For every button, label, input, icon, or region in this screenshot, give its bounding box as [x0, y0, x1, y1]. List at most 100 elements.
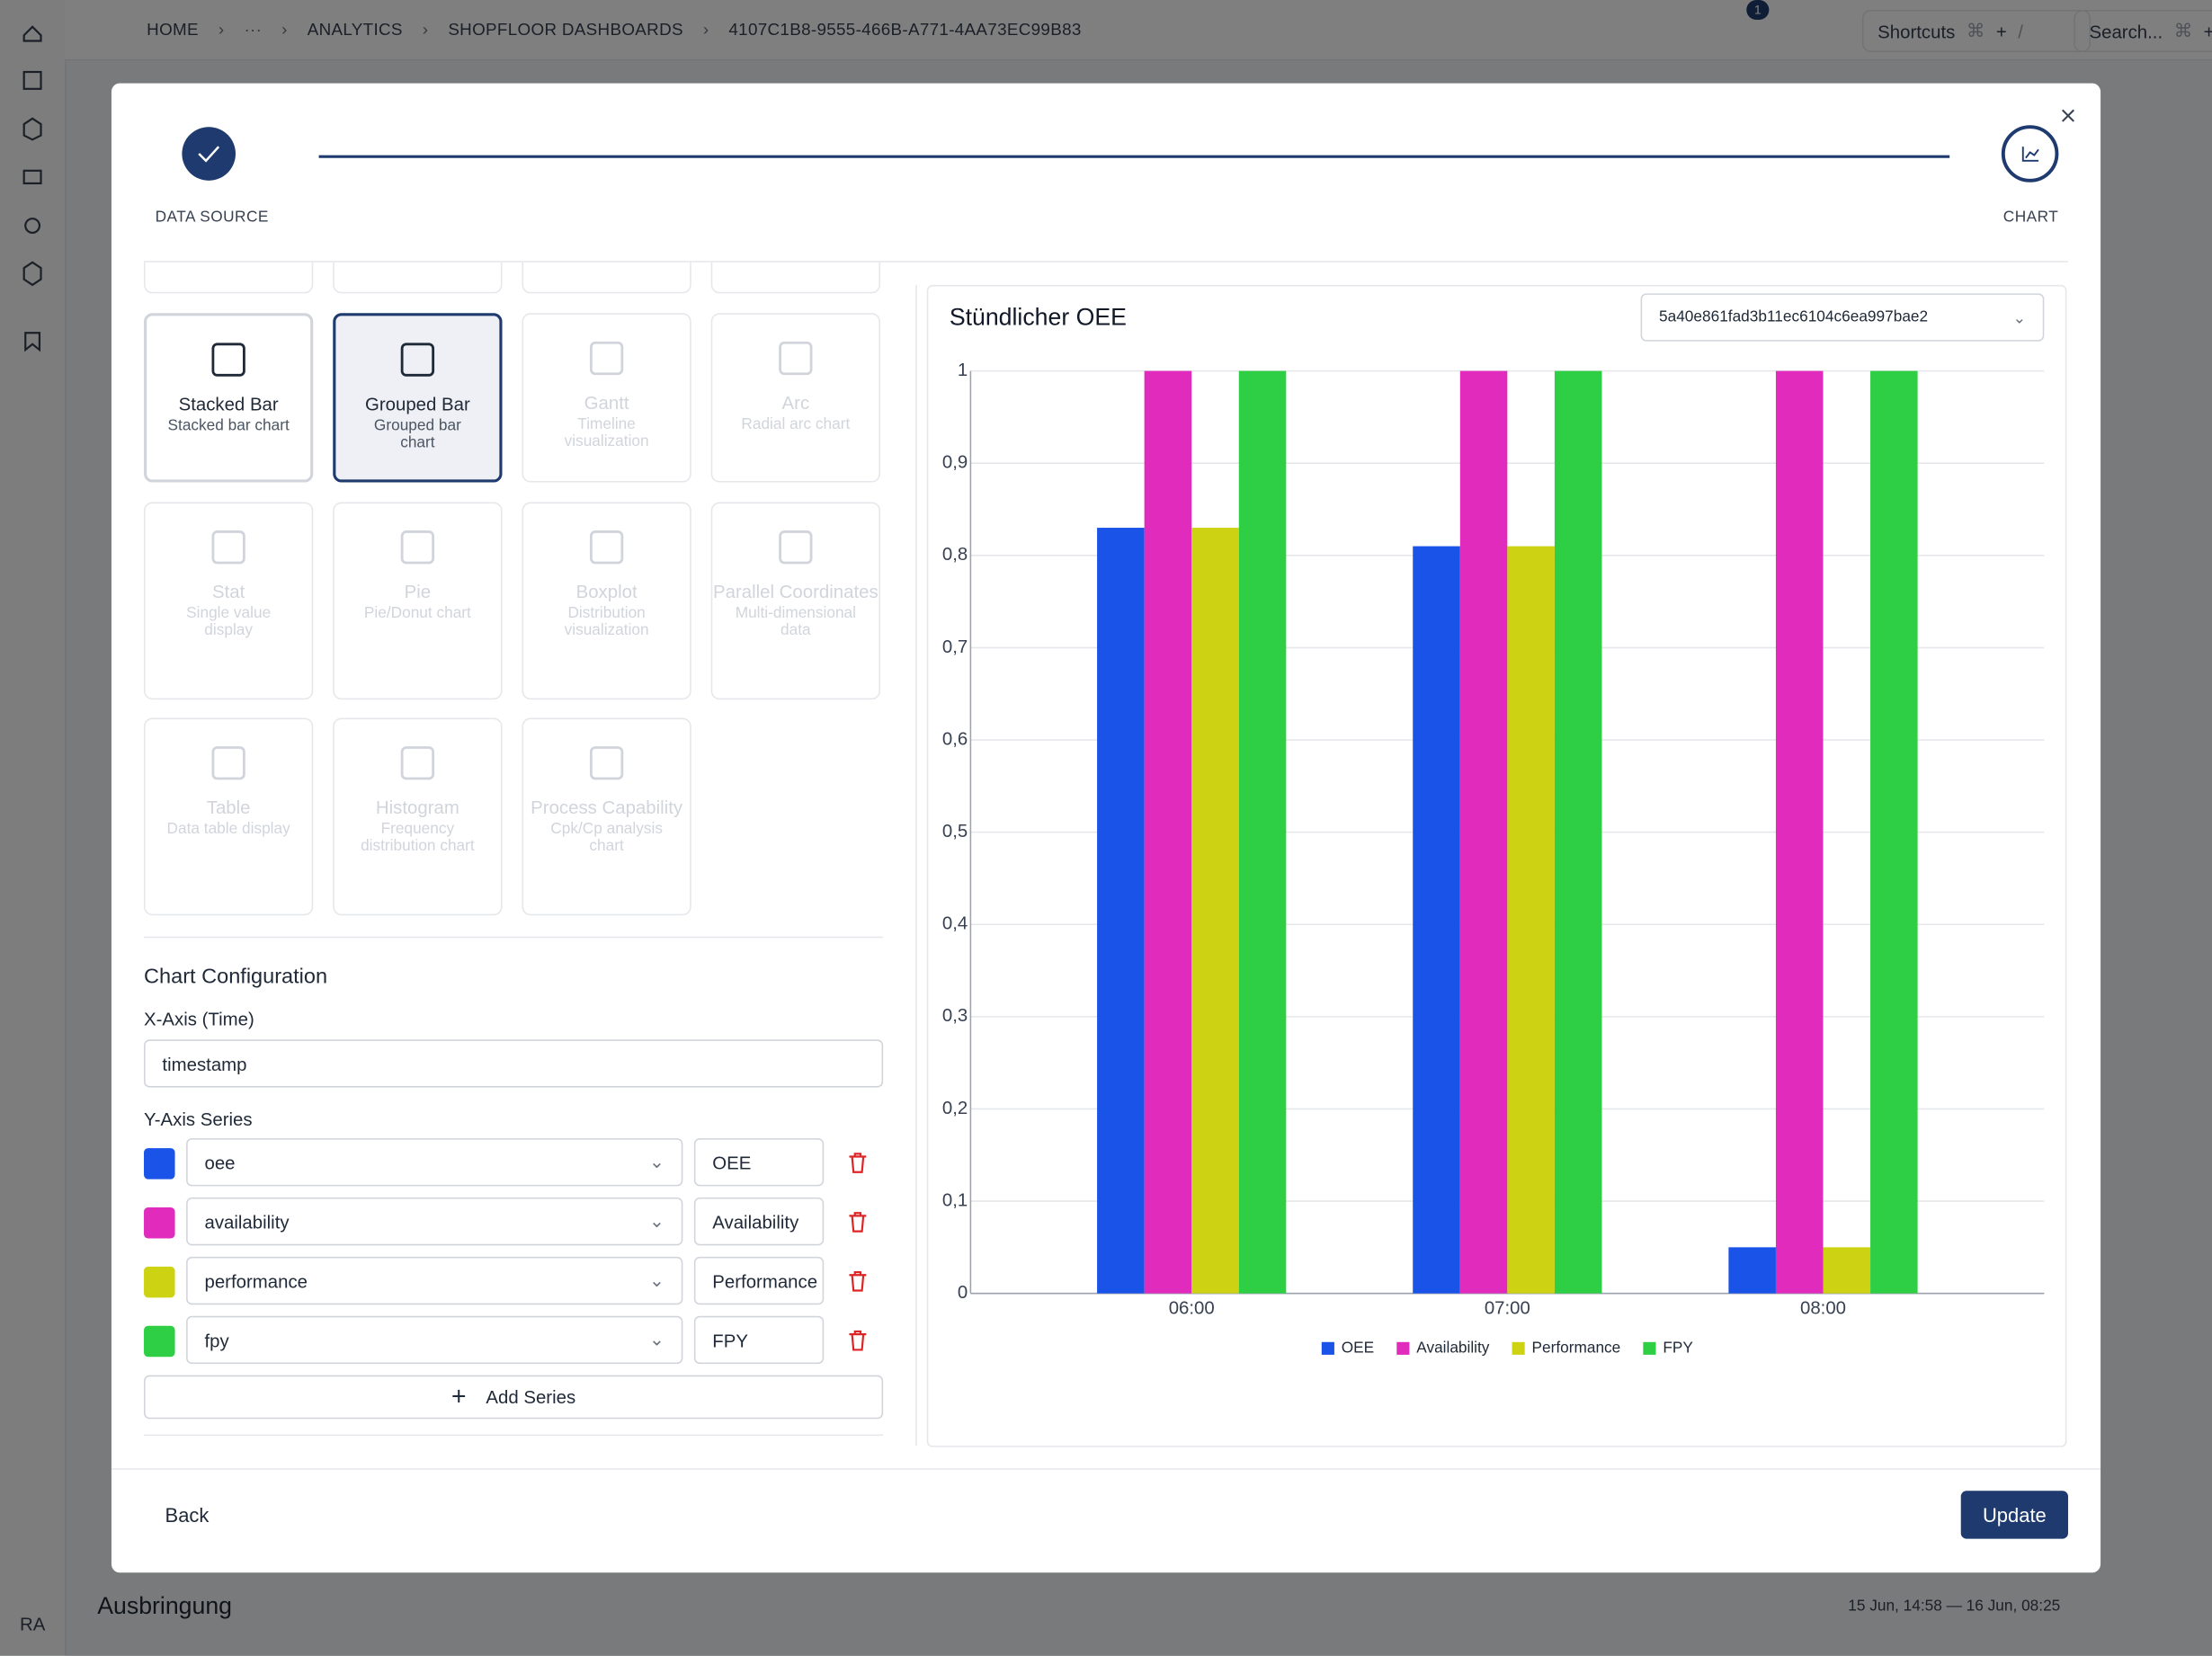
y-tick-label: 0,2	[942, 1099, 968, 1118]
x-tick-label: 08:00	[1800, 1298, 1846, 1318]
series-color[interactable]	[144, 1148, 175, 1180]
card-name: Parallel Coordinates	[712, 581, 879, 602]
delete-button[interactable]	[846, 1269, 869, 1292]
card-icon	[211, 343, 245, 377]
series-field-select[interactable]: availability ⌄	[186, 1197, 683, 1246]
card-icon	[779, 530, 813, 565]
card-icon	[400, 530, 435, 565]
delete-button[interactable]	[846, 1329, 869, 1351]
series-color[interactable]	[144, 1206, 175, 1239]
series-field-select[interactable]: oee ⌄	[186, 1138, 683, 1187]
chevron: ⌄	[648, 1151, 664, 1172]
update-button[interactable]: Update	[1960, 1491, 2068, 1539]
series-color[interactable]	[144, 1325, 175, 1358]
card-desc: Data table display	[166, 821, 290, 838]
legend-swatch	[1512, 1341, 1525, 1355]
series-field: availability	[204, 1210, 290, 1233]
chart-type-card[interactable]: Process Capability Cpk/Cp analysis chart	[522, 717, 691, 916]
x-tick-label: 07:00	[1485, 1298, 1530, 1318]
series-label: Performance	[712, 1269, 818, 1292]
card-desc: Single value display	[186, 605, 272, 639]
bar	[1728, 1247, 1776, 1294]
footer-divider	[111, 1468, 2101, 1470]
y-tick-label: 1	[958, 361, 968, 380]
delete-button[interactable]	[846, 1151, 869, 1173]
legend-swatch	[1396, 1341, 1410, 1355]
chart-type-card[interactable]: Histogram Frequency distribution chart	[333, 717, 503, 916]
legend-label: OEE	[1342, 1338, 1374, 1356]
card-icon	[400, 343, 435, 377]
legend-swatch	[1643, 1341, 1656, 1355]
series-field: fpy	[204, 1329, 229, 1351]
back-button[interactable]: Back	[165, 1503, 210, 1527]
series-label-input[interactable]: FPY	[693, 1315, 825, 1365]
card-icon	[779, 341, 813, 376]
y-tick-label: 0,6	[942, 729, 968, 749]
card-icon	[400, 746, 435, 780]
card-icon	[589, 341, 624, 376]
series-label-input[interactable]: Performance	[693, 1256, 825, 1305]
chart-type-card[interactable]: Gantt Timeline visualization	[522, 313, 691, 483]
chart-type-card[interactable]: Stat Single value display	[144, 502, 314, 700]
y-tick-label: 0,7	[942, 637, 968, 657]
card-name: Pie	[404, 581, 432, 602]
card-desc: Radial arc chart	[741, 415, 851, 433]
add-series-label: Add Series	[486, 1386, 576, 1408]
delete-button[interactable]	[846, 1210, 869, 1233]
chart-type-card[interactable]: Table Data table display	[144, 717, 314, 916]
add-series-button[interactable]: + Add Series	[144, 1375, 884, 1420]
y-tick-label: 0,9	[942, 453, 968, 473]
series-label-input[interactable]: OEE	[693, 1138, 825, 1187]
card-desc: Pie/Donut chart	[363, 605, 471, 622]
chart-panel	[926, 284, 2067, 1447]
bar	[1459, 370, 1508, 1294]
series-label: FPY	[712, 1329, 748, 1351]
card-icon	[211, 530, 245, 565]
card-name: Gantt	[584, 392, 629, 414]
modal: DATA SOURCE CHART Stacked Bar Stacked bar…	[111, 83, 2101, 1573]
y-tick-label: 0,3	[942, 1006, 968, 1026]
card-icon	[589, 530, 624, 565]
card-name: Histogram	[375, 797, 459, 818]
split-divider	[915, 284, 917, 1447]
bar	[1554, 370, 1602, 1294]
series-field-select[interactable]: performance ⌄	[186, 1256, 683, 1305]
chart-type-card[interactable]: Stacked Bar Stacked bar chart	[144, 313, 314, 483]
y-tick-label: 0,1	[942, 1190, 968, 1210]
divider	[144, 936, 884, 939]
stepper	[182, 109, 2074, 183]
series-label: Availability	[712, 1210, 799, 1233]
chart-type-card[interactable]: Grouped Bar Grouped bar chart	[333, 313, 503, 483]
legend-label: Availability	[1416, 1338, 1490, 1356]
card-name: Stat	[212, 581, 245, 602]
chart-type-card[interactable]: Pie Pie/Donut chart	[333, 502, 503, 700]
card-name: Stacked Bar	[178, 393, 279, 415]
chart-type-card[interactable]: Boxplot Distribution visualization	[522, 502, 691, 700]
series-color[interactable]	[144, 1266, 175, 1298]
bar	[1823, 1247, 1871, 1294]
bar	[1413, 546, 1460, 1294]
chart-type-card[interactable]: Parallel Coordinates Multi-dimensional da…	[710, 502, 880, 700]
card-name: Grouped Bar	[364, 393, 470, 415]
bar	[1144, 370, 1192, 1294]
card-name: Boxplot	[575, 581, 638, 602]
bar	[1775, 370, 1824, 1294]
bar	[1870, 370, 1918, 1294]
chart-type-card[interactable]: Arc Radial arc chart	[710, 313, 880, 483]
bar	[1191, 528, 1239, 1294]
card-desc: Cpk/Cp analysis chart	[550, 821, 663, 855]
series-field-select[interactable]: fpy ⌄	[186, 1315, 683, 1365]
series-label-input[interactable]: Availability	[693, 1197, 825, 1246]
card-icon	[211, 746, 245, 780]
step-label: DATA SOURCE	[155, 209, 269, 227]
card-desc: Timeline visualization	[564, 415, 649, 450]
card-desc: Grouped bar chart	[373, 417, 461, 452]
dataset-select[interactable]: 5a40e861fad3b11ec6104c6ea997bae2 ⌄	[1640, 293, 2045, 342]
y-tick-label: 0,4	[942, 914, 968, 934]
step-label: CHART	[2002, 209, 2059, 227]
card-name: Arc	[781, 392, 810, 414]
x-field-select[interactable]: timestamp	[144, 1039, 884, 1088]
config-title: Chart Configuration	[144, 965, 328, 989]
y-tick-label: 0	[958, 1283, 968, 1303]
